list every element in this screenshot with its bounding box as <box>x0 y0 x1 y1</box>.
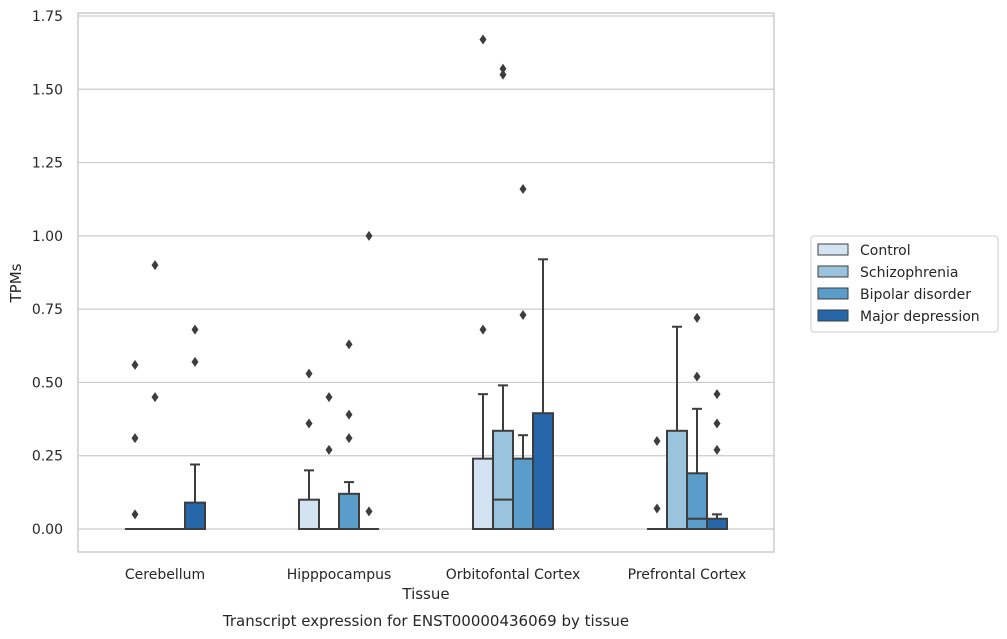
box <box>298 498 320 530</box>
legend-label: Schizophrenia <box>860 265 958 281</box>
box <box>706 517 728 530</box>
outlier-point <box>479 34 487 45</box>
outlier-point <box>653 503 661 514</box>
x-axis-label: Tissue <box>401 585 449 603</box>
box-group <box>686 312 708 530</box>
y-tick-label: 1.00 <box>32 229 63 245</box>
y-tick-label: 0.50 <box>32 375 63 391</box>
outlier-point <box>345 433 353 444</box>
outlier-point <box>479 324 487 335</box>
x-tick-label: Hipppocampus <box>287 567 392 583</box>
outlier-point <box>713 444 721 455</box>
box-group <box>472 34 494 531</box>
legend-frame <box>810 235 999 333</box>
outlier-point <box>713 389 721 400</box>
x-tick-label: Cerebellum <box>125 567 205 583</box>
box <box>492 429 514 531</box>
outlier-point <box>191 324 199 335</box>
outlier-point <box>131 509 139 520</box>
y-tick-labels: 0.00 0.25 0.50 0.75 1.00 1.25 1.50 1.75 <box>32 9 63 538</box>
legend-label: Control <box>860 243 911 259</box>
series-bipolar-disorder <box>165 183 708 531</box>
box-group <box>184 324 206 531</box>
series-control <box>125 34 667 531</box>
box-group <box>298 368 320 530</box>
legend-swatch <box>817 309 849 322</box>
box-group <box>512 183 534 531</box>
outlier-point <box>131 433 139 444</box>
outlier-point <box>151 392 159 403</box>
y-tick-label: 1.25 <box>32 156 63 172</box>
outlier-point <box>191 356 199 367</box>
outlier-point <box>499 63 507 74</box>
legend-swatch <box>817 287 849 300</box>
y-tick-label: 1.75 <box>32 9 63 25</box>
outlier-point <box>345 339 353 350</box>
outlier-point <box>305 368 313 379</box>
box-group <box>532 258 554 530</box>
y-axis-label: TPMs <box>7 263 25 303</box>
x-tick-label: Orbitofontal Cortex <box>446 567 581 583</box>
box <box>512 457 534 531</box>
x-tick-labels: Cerebellum Hipppocampus Orbitofontal Corte… <box>125 567 746 583</box>
box <box>666 429 688 531</box>
outlier-point <box>499 69 507 80</box>
box-group <box>338 339 360 530</box>
y-tick-label: 0.00 <box>32 522 63 538</box>
outlier-point <box>519 310 527 321</box>
outlier-point <box>325 444 333 455</box>
outlier-point <box>305 418 313 429</box>
outlier-point <box>713 418 721 429</box>
outlier-point <box>345 409 353 420</box>
series-major-depression <box>184 230 728 531</box>
outlier-point <box>365 230 373 241</box>
box-group <box>359 230 379 530</box>
box-group <box>706 389 728 530</box>
y-tick-label: 0.75 <box>32 302 63 318</box>
series-schizophrenia <box>145 63 688 531</box>
y-tick-label: 0.25 <box>32 449 63 465</box>
outlier-point <box>325 392 333 403</box>
box-group <box>492 63 514 531</box>
outlier-point <box>693 312 701 323</box>
box <box>686 472 708 530</box>
legend-swatch <box>817 243 849 256</box>
grid-lines <box>78 15 774 530</box>
box <box>532 412 554 530</box>
box <box>472 457 494 531</box>
box-group <box>666 325 688 531</box>
outlier-point <box>693 371 701 382</box>
legend-swatch <box>817 265 849 278</box>
outlier-point <box>365 506 373 517</box>
outlier-point <box>519 183 527 194</box>
figure-caption: Transcript expression for ENST0000043606… <box>222 612 629 630</box>
y-tick-label: 1.50 <box>32 82 63 98</box>
x-tick-label: Prefrontal Cortex <box>628 567 747 583</box>
outlier-point <box>653 436 661 447</box>
plot-frame <box>77 12 775 553</box>
legend: Control Schizophrenia Bipolar disorder Majo… <box>810 235 999 333</box>
box-group <box>125 359 145 530</box>
box-group <box>145 260 165 530</box>
outlier-point <box>131 359 139 370</box>
box-series <box>125 34 728 531</box>
box <box>338 492 360 530</box>
outlier-point <box>151 260 159 271</box>
legend-label: Bipolar disorder <box>860 287 971 303</box>
box-group <box>319 392 339 530</box>
box <box>184 501 206 531</box>
legend-label: Major depression <box>860 309 980 325</box>
box-group <box>647 436 667 530</box>
